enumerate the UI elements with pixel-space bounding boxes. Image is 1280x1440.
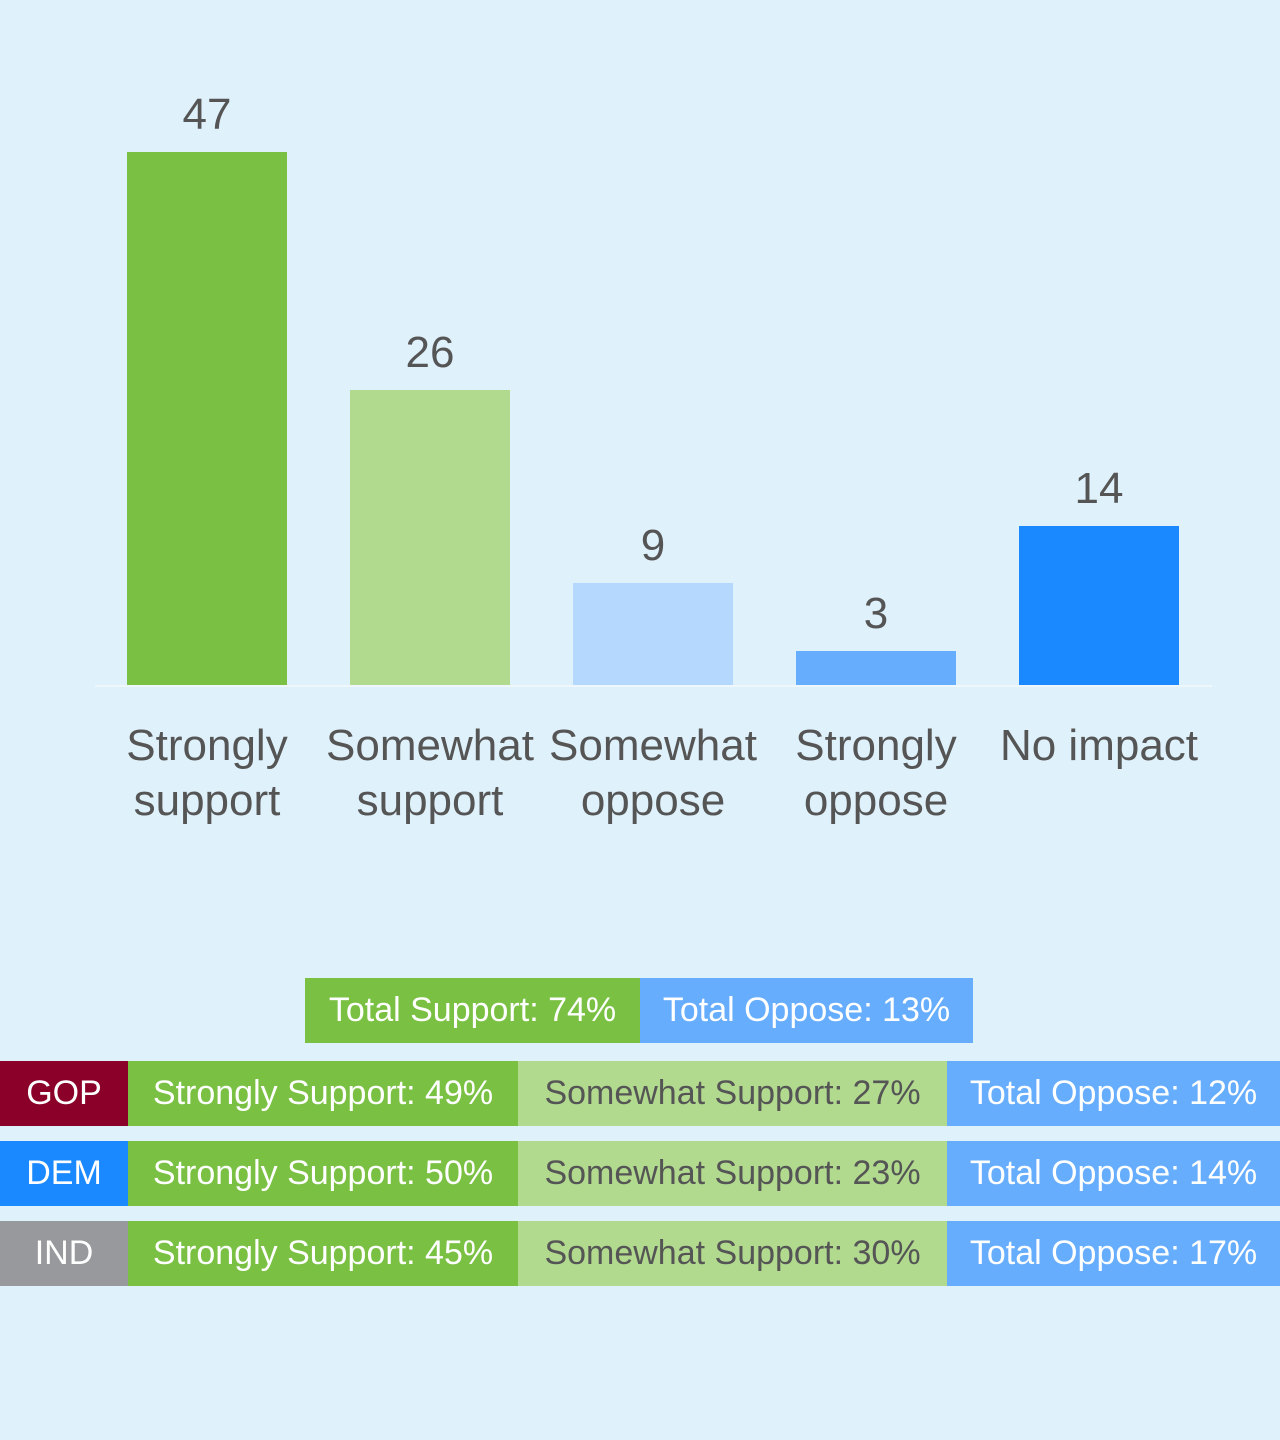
- row-cell: Somewhat Support: 27%: [518, 1061, 947, 1126]
- value-label: 3: [863, 588, 889, 638]
- bar: [1019, 526, 1179, 685]
- row-cell: Strongly Support: 49%: [128, 1061, 518, 1126]
- value-label: 9: [640, 520, 666, 570]
- row-label: DEM: [0, 1141, 128, 1206]
- total-cell: Total Oppose: 13%: [640, 978, 973, 1043]
- category-label: Somewhat support: [326, 721, 534, 825]
- value-label: 26: [405, 327, 455, 377]
- row-cell: Strongly Support: 50%: [128, 1141, 518, 1206]
- value-label: 47: [182, 89, 232, 139]
- row-cell: Total Oppose: 17%: [947, 1221, 1280, 1286]
- baseline: [95, 685, 1212, 687]
- category-label: No impact: [999, 721, 1199, 770]
- bar: [350, 389, 510, 685]
- category-label: Strongly support: [126, 721, 288, 825]
- category-label: Somewhat oppose: [549, 721, 757, 825]
- row-cell: Total Oppose: 12%: [947, 1061, 1280, 1126]
- bar: [573, 582, 733, 685]
- row-cell: Somewhat Support: 30%: [518, 1221, 947, 1286]
- row-cell: Total Oppose: 14%: [947, 1141, 1280, 1206]
- bar: [127, 151, 287, 685]
- category-label: Strongly oppose: [795, 721, 957, 825]
- total-cell: Total Support: 74%: [305, 978, 640, 1043]
- row-label: GOP: [0, 1061, 128, 1126]
- row-cell: Somewhat Support: 23%: [518, 1141, 947, 1206]
- value-label: 14: [1074, 464, 1124, 514]
- row-label: IND: [0, 1221, 128, 1286]
- row-cell: Strongly Support: 45%: [128, 1221, 518, 1286]
- bar: [796, 650, 956, 685]
